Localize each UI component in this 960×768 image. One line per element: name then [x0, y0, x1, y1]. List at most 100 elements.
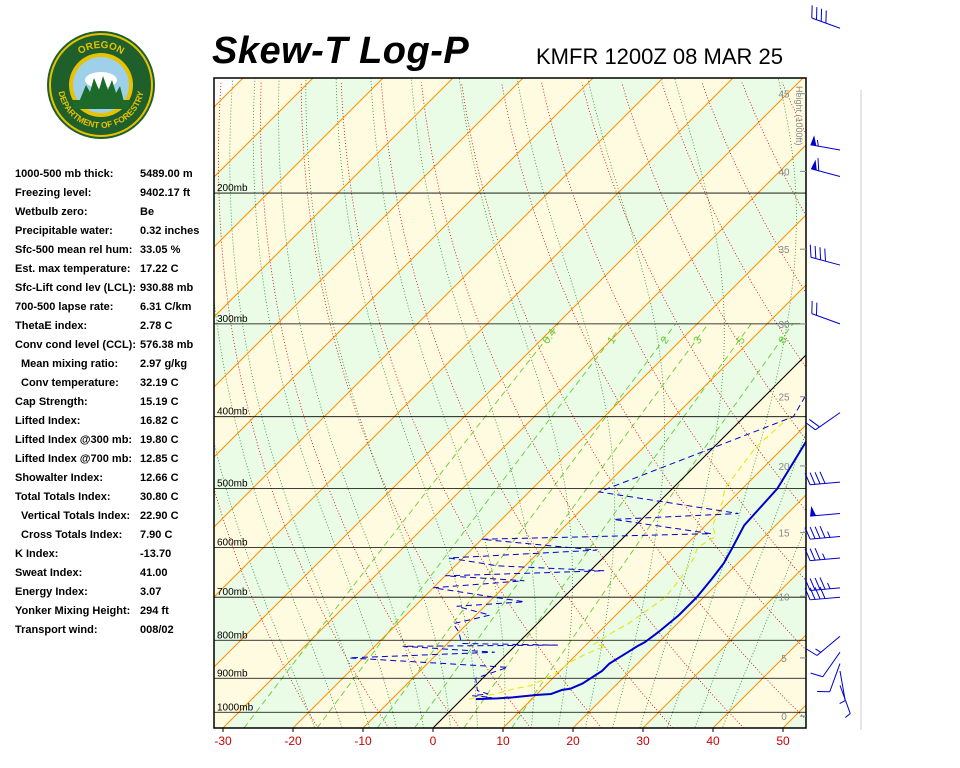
isotherm-line: [214, 78, 524, 388]
pressure-label: 300mb: [217, 314, 248, 325]
wind-barb: [804, 547, 841, 562]
stat-label: K Index:: [15, 548, 59, 560]
isotherm-line: [853, 78, 960, 728]
wind-barb: [804, 586, 841, 601]
stat-value: 17.22 C: [140, 263, 179, 275]
pressure-label: 900mb: [217, 668, 248, 679]
stat-label: Conv cond level (CCL):: [15, 339, 137, 351]
zero-isotherm-line: [432, 354, 806, 728]
stat-label: Vertical Totals Index:: [21, 510, 131, 522]
pressure-label: 700mb: [217, 587, 248, 598]
plot-area: [214, 78, 960, 728]
stat-value: 15.19 C: [140, 396, 179, 408]
stat-label: Cap Strength:: [15, 396, 88, 408]
stat-value: 33.05 %: [140, 244, 181, 256]
stat-value: 0.32 inches: [140, 225, 200, 237]
dry-adiabat-line: [501, 82, 806, 651]
stat-label: Showalter Index:: [15, 472, 104, 484]
stat-value: 5489.00 m: [140, 168, 193, 180]
dry-adiabat-line: [260, 82, 461, 728]
isotherm-line: [292, 214, 806, 728]
wind-barb: [811, 300, 841, 325]
stat-value: 008/02: [140, 624, 174, 636]
x-tick-label: 10: [496, 734, 510, 748]
chart-title: Skew-T Log-P: [212, 30, 470, 72]
pressure-label: 200mb: [217, 183, 248, 194]
stat-label: Transport wind:: [15, 624, 98, 636]
isotherm-line: [362, 284, 806, 728]
temperature-series-line: [475, 439, 806, 701]
wind-barb: [839, 685, 851, 718]
stat-value: 576.38 mb: [140, 339, 194, 351]
isotherm-line: [572, 494, 806, 728]
stat-label: Freezing level:: [15, 187, 92, 199]
wind-barb: [809, 244, 841, 266]
mixing-ratio-line: [511, 323, 794, 728]
isotherm-line: [782, 704, 806, 728]
wind-barb: [839, 670, 846, 705]
pressure-label: 800mb: [217, 630, 248, 641]
isotherm-line: [502, 424, 806, 728]
wind-barb: [811, 5, 841, 29]
plot-frame: [213, 77, 807, 729]
trees-icon: [79, 76, 124, 102]
isotherm-line: [214, 78, 454, 318]
oregon-dept-of-forestry-logo: OREGON DEPARTMENT OF FORESTRY: [47, 31, 155, 139]
stat-label: Cross Totals Index:: [21, 529, 123, 541]
moist-adiabat-line: [229, 78, 370, 728]
stat-label: Sfc-500 mean rel hum:: [15, 244, 133, 256]
stat-label: Conv temperature:: [21, 377, 119, 389]
logo-top-text: OREGON: [76, 40, 126, 57]
mixing-ratio-line: [463, 323, 752, 728]
isotherm-line: [214, 78, 664, 528]
dry-adiabat-line: [581, 82, 806, 512]
stat-label: Lifted Index @700 mb:: [15, 453, 133, 465]
stat-value: 2.97 g/kg: [140, 358, 188, 370]
dewpoint-series-line: [349, 394, 806, 700]
stat-label: Est. max temperature:: [15, 263, 131, 275]
height-axis-title: Height (1000ft): [794, 86, 804, 146]
height-tick-label: 40: [778, 167, 790, 178]
dry-adiabat-line: [781, 82, 806, 135]
parcel-series-line: [468, 416, 791, 700]
x-tick-label: -30: [214, 734, 232, 748]
stat-label: Total Totals Index:: [15, 491, 111, 503]
pressure-label: 400mb: [217, 407, 248, 418]
height-tick-label: 10: [778, 592, 790, 603]
isotherm-line: [214, 78, 594, 458]
stat-label: 1000-500 mb thick:: [15, 168, 114, 180]
isotherm-line: [222, 144, 806, 728]
pressure-label: 600mb: [217, 537, 248, 548]
height-tick-label: 25: [778, 393, 790, 404]
x-tick-label: 50: [776, 734, 790, 748]
dry-adiabat-line: [902, 83, 960, 728]
stat-label: Precipitable water:: [15, 225, 113, 237]
stat-value: 6.31 C/km: [140, 301, 192, 313]
wind-barb: [817, 663, 841, 693]
x-tick-label: 30: [636, 734, 650, 748]
mixing-ratio-label: 3: [691, 335, 704, 347]
wind-barb: [805, 635, 841, 656]
x-tick-label: 0: [430, 734, 437, 748]
mixing-ratio-label: 8: [776, 335, 789, 347]
wind-barb: [804, 471, 841, 486]
stat-value: 12.66 C: [140, 472, 179, 484]
height-tick-label: 0: [781, 712, 787, 723]
isotherm-line: [214, 78, 734, 598]
stat-value: 22.90 C: [140, 510, 179, 522]
pressure-label: 500mb: [217, 479, 248, 490]
dry-adiabat-line: [822, 83, 960, 728]
mixing-ratio-label: 5: [735, 335, 748, 347]
station-time-label: KMFR 1200Z 08 MAR 25: [536, 44, 783, 69]
isotherm-line: [642, 564, 806, 728]
wind-barb: [810, 505, 841, 517]
stat-label: ThetaE index:: [15, 320, 88, 332]
mixing-ratio-label: 2: [659, 335, 672, 347]
stat-value: 30.80 C: [140, 491, 179, 503]
isotherm-line: [214, 78, 804, 668]
stat-label: Lifted Index:: [15, 415, 81, 427]
moist-adiabat-line: [587, 78, 666, 728]
height-tick-label: 35: [778, 245, 790, 256]
height-tick-label: 20: [778, 462, 790, 473]
dry-adiabat-line: [461, 82, 806, 721]
